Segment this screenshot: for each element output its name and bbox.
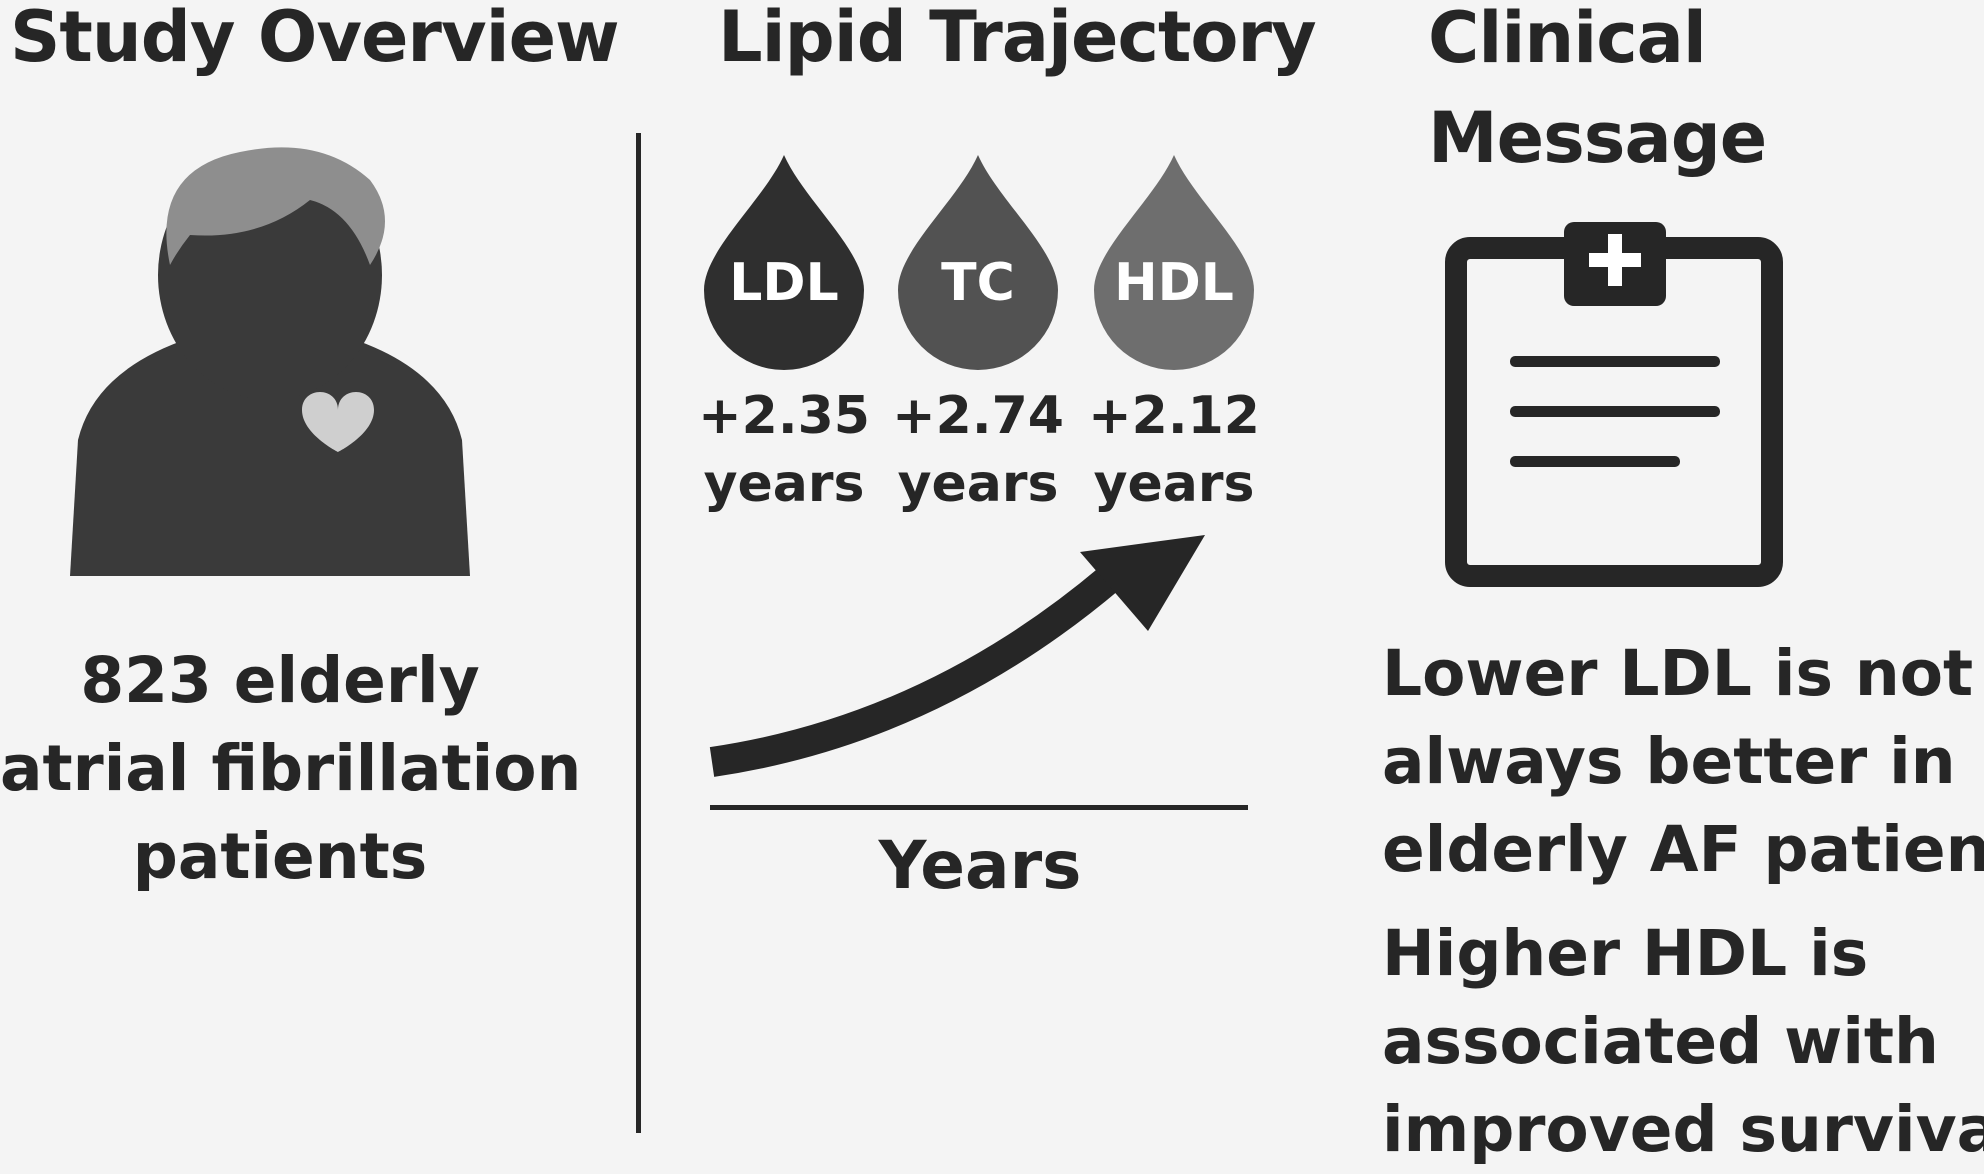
column-divider — [636, 133, 641, 1133]
study-population-text: 823 elderly atrial fibrillation patients — [0, 644, 582, 893]
hdl-unit: years — [1093, 454, 1255, 514]
blood-drop-icon-ldl: LDL — [704, 155, 864, 370]
lipid-drops: LDL TC HDL — [704, 155, 1254, 370]
years-axis-label: Years — [878, 827, 1082, 904]
ldl-unit: years — [703, 454, 865, 514]
study-overview-heading: Study Overview — [10, 0, 620, 78]
blood-drop-icon-hdl: HDL — [1094, 155, 1254, 370]
hdl-value-group: +2.12 years — [1074, 382, 1274, 518]
medical-clipboard-icon — [1445, 222, 1783, 587]
clinical-point-ldl: Lower LDL is not always better in elderl… — [1382, 637, 1984, 886]
clinical-point-hdl: Higher HDL is associated with improved s… — [1382, 917, 1984, 1166]
drop-label-hdl: HDL — [1114, 253, 1234, 313]
ldl-value-group: +2.35 years — [684, 382, 884, 518]
tc-value: +2.74 — [892, 386, 1064, 446]
drop-label-ldl: LDL — [729, 253, 838, 313]
clinical-message-heading: Clinical Message — [1428, 0, 1767, 179]
hdl-value: +2.12 — [1088, 386, 1260, 446]
drop-label-tc: TC — [941, 253, 1015, 313]
tc-unit: years — [897, 454, 1059, 514]
heart-icon — [302, 392, 374, 452]
blood-drop-icon-tc: TC — [898, 155, 1058, 370]
rising-arrow-icon — [709, 535, 1205, 777]
lipid-trajectory-heading: Lipid Trajectory — [718, 0, 1317, 78]
years-axis-line — [710, 805, 1248, 810]
ldl-value: +2.35 — [698, 386, 870, 446]
person-with-heart-icon — [70, 147, 470, 576]
tc-value-group: +2.74 years — [878, 382, 1078, 518]
